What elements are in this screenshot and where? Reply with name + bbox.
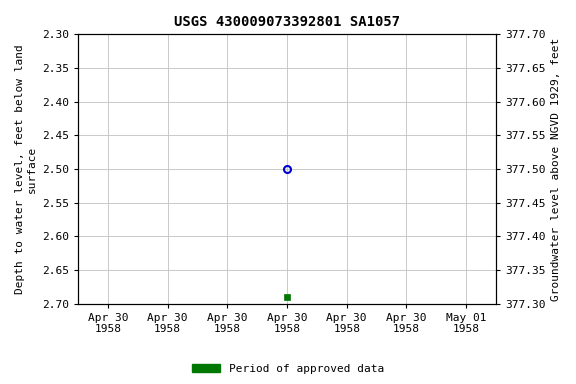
Y-axis label: Depth to water level, feet below land
surface: Depth to water level, feet below land su… bbox=[15, 44, 37, 294]
Legend: Period of approved data: Period of approved data bbox=[188, 359, 388, 379]
Y-axis label: Groundwater level above NGVD 1929, feet: Groundwater level above NGVD 1929, feet bbox=[551, 38, 561, 301]
Title: USGS 430009073392801 SA1057: USGS 430009073392801 SA1057 bbox=[174, 15, 400, 29]
